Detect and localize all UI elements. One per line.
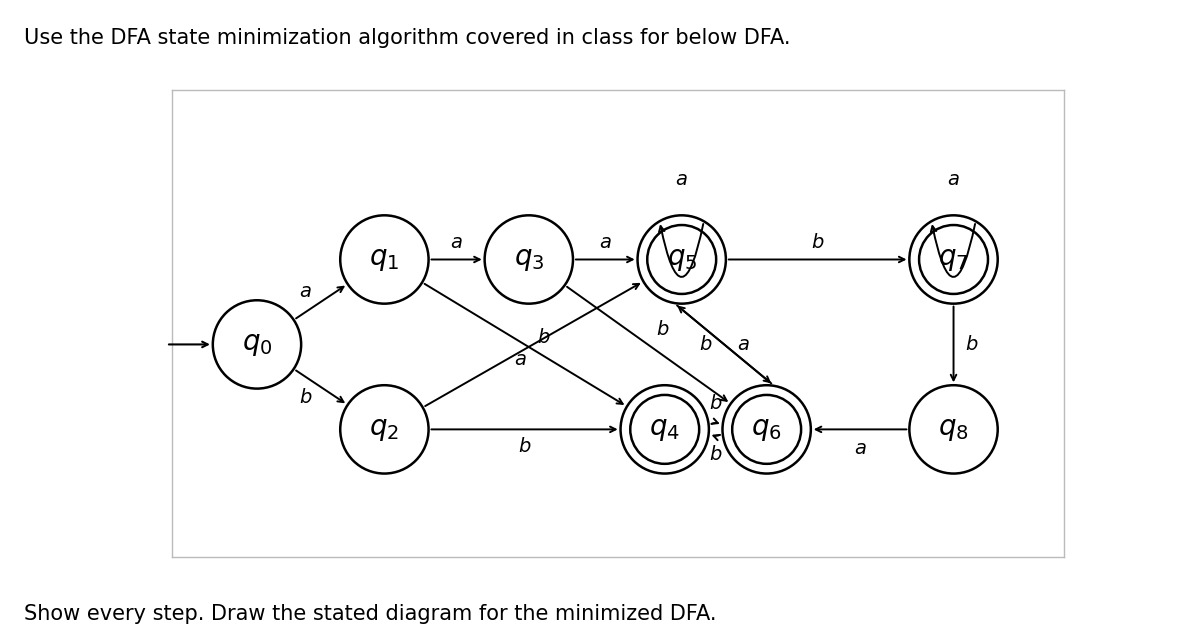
Circle shape bbox=[722, 385, 811, 474]
Circle shape bbox=[910, 385, 997, 474]
Text: $q_0$: $q_0$ bbox=[241, 330, 272, 358]
Text: $\mathit{a}$: $\mathit{a}$ bbox=[853, 438, 866, 458]
Text: $\mathit{a}$: $\mathit{a}$ bbox=[676, 170, 688, 189]
Text: $\mathit{a}$: $\mathit{a}$ bbox=[299, 282, 312, 301]
Text: $q_3$: $q_3$ bbox=[514, 246, 544, 273]
Text: $q_7$: $q_7$ bbox=[938, 246, 968, 273]
Text: $\mathit{b}$: $\mathit{b}$ bbox=[966, 335, 979, 354]
Text: $q_4$: $q_4$ bbox=[649, 415, 680, 444]
Text: $q_5$: $q_5$ bbox=[666, 246, 697, 273]
Text: Use the DFA state minimization algorithm covered in class for below DFA.: Use the DFA state minimization algorithm… bbox=[24, 28, 791, 49]
Text: $\mathit{a}$: $\mathit{a}$ bbox=[599, 233, 612, 252]
Text: $\mathit{b}$: $\mathit{b}$ bbox=[518, 437, 532, 456]
Circle shape bbox=[620, 385, 709, 474]
Text: $\mathit{b}$: $\mathit{b}$ bbox=[299, 388, 312, 406]
Circle shape bbox=[910, 215, 997, 303]
Text: $\mathit{b}$: $\mathit{b}$ bbox=[811, 233, 824, 252]
Circle shape bbox=[637, 215, 726, 303]
Circle shape bbox=[341, 215, 428, 303]
Text: $q_6$: $q_6$ bbox=[751, 415, 782, 444]
Text: $\mathit{a}$: $\mathit{a}$ bbox=[737, 335, 749, 354]
Text: $q_2$: $q_2$ bbox=[370, 415, 400, 444]
Text: $\mathit{b}$: $\mathit{b}$ bbox=[536, 328, 550, 347]
Circle shape bbox=[212, 300, 301, 388]
Text: $q_8$: $q_8$ bbox=[938, 415, 968, 444]
Circle shape bbox=[341, 385, 428, 474]
Text: Show every step. Draw the stated diagram for the minimized DFA.: Show every step. Draw the stated diagram… bbox=[24, 604, 716, 625]
Text: $\mathit{a}$: $\mathit{a}$ bbox=[947, 170, 960, 189]
Text: $\mathit{a}$: $\mathit{a}$ bbox=[514, 350, 527, 369]
Text: $\mathit{b}$: $\mathit{b}$ bbox=[709, 445, 722, 465]
Text: $\mathit{b}$: $\mathit{b}$ bbox=[656, 319, 670, 339]
Text: $q_1$: $q_1$ bbox=[370, 246, 400, 273]
Circle shape bbox=[485, 215, 572, 303]
Text: $\mathit{a}$: $\mathit{a}$ bbox=[450, 233, 463, 252]
Text: $\mathit{b}$: $\mathit{b}$ bbox=[698, 335, 713, 354]
Text: $\mathit{b}$: $\mathit{b}$ bbox=[709, 394, 722, 413]
